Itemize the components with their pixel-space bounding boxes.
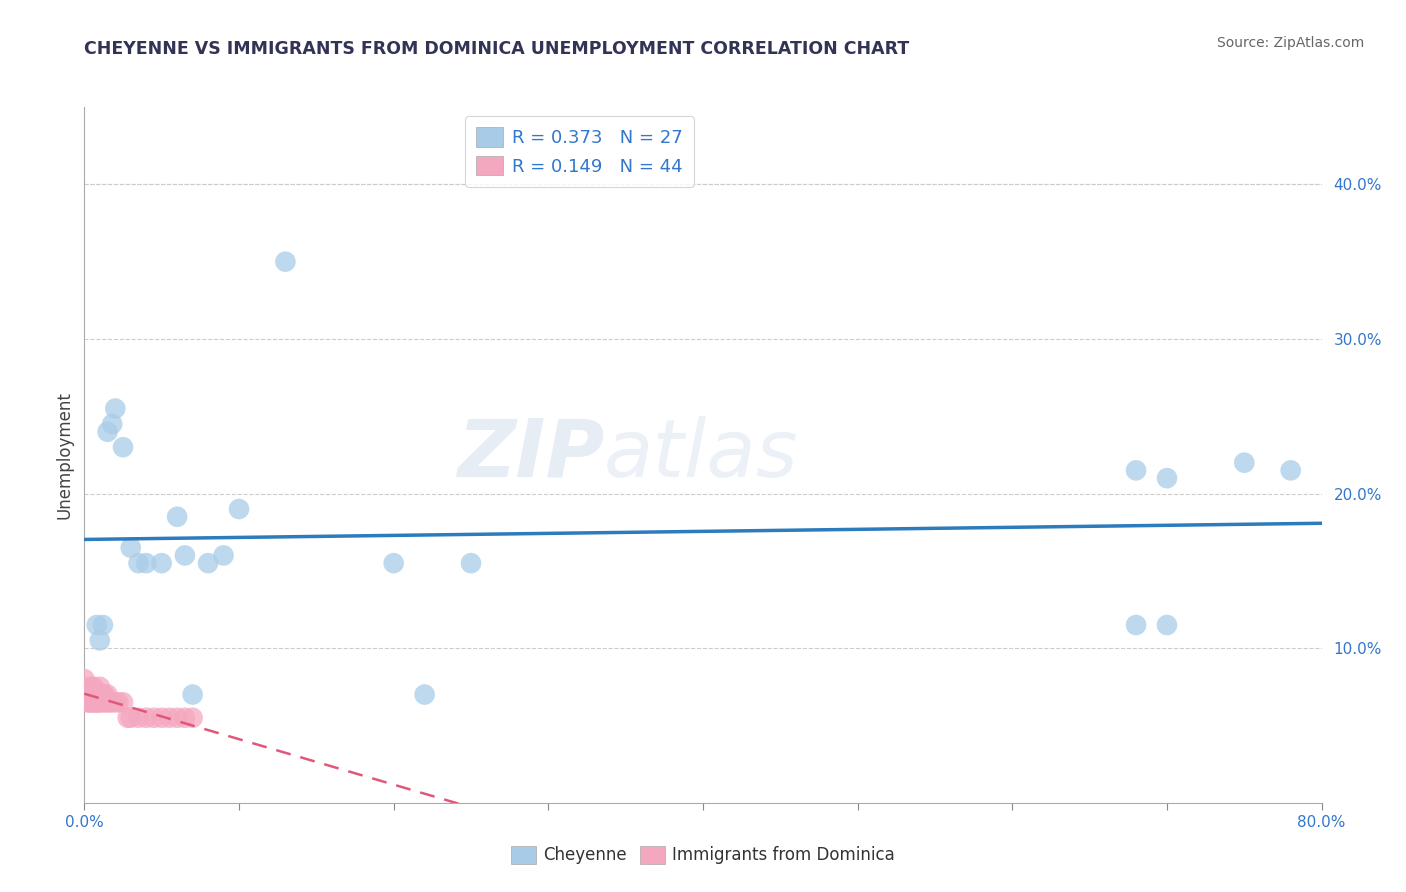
Point <box>77 688 100 702</box>
Point <box>84 688 107 702</box>
Text: Source: ZipAtlas.com: Source: ZipAtlas.com <box>1216 36 1364 50</box>
Text: CHEYENNE VS IMMIGRANTS FROM DOMINICA UNEMPLOYMENT CORRELATION CHART: CHEYENNE VS IMMIGRANTS FROM DOMINICA UNE… <box>84 40 910 58</box>
Point <box>76 688 98 702</box>
Point <box>128 711 150 725</box>
Point <box>274 254 297 268</box>
Point <box>86 695 108 709</box>
Point <box>128 556 150 570</box>
Point <box>101 417 124 431</box>
Point <box>135 711 157 725</box>
Point <box>159 711 181 725</box>
Point <box>76 695 98 709</box>
Point <box>97 425 120 439</box>
Text: atlas: atlas <box>605 416 799 494</box>
Point <box>86 618 108 632</box>
Point <box>101 695 124 709</box>
Point <box>1233 456 1256 470</box>
Point <box>89 688 111 702</box>
Point <box>73 688 96 702</box>
Point <box>1125 618 1147 632</box>
Legend: Cheyenne, Immigrants from Dominica: Cheyenne, Immigrants from Dominica <box>505 839 901 871</box>
Point <box>460 556 482 570</box>
Point <box>89 680 111 694</box>
Point <box>382 556 405 570</box>
Point <box>98 695 121 709</box>
Point <box>181 711 204 725</box>
Point <box>73 672 96 686</box>
Point <box>83 688 105 702</box>
Point <box>120 541 142 555</box>
Point <box>120 711 142 725</box>
Point <box>1156 618 1178 632</box>
Point <box>89 695 111 709</box>
Point <box>77 695 100 709</box>
Point <box>166 509 188 524</box>
Point <box>82 688 104 702</box>
Point <box>107 695 129 709</box>
Point <box>1279 463 1302 477</box>
Point <box>117 711 139 725</box>
Y-axis label: Unemployment: Unemployment <box>55 391 73 519</box>
Point <box>91 618 114 632</box>
Point <box>135 556 157 570</box>
Point <box>174 711 197 725</box>
Point <box>97 695 120 709</box>
Point <box>79 688 101 702</box>
Point <box>93 688 115 702</box>
Text: ZIP: ZIP <box>457 416 605 494</box>
Point <box>166 711 188 725</box>
Point <box>112 695 135 709</box>
Point <box>89 633 111 648</box>
Point <box>197 556 219 570</box>
Point <box>79 695 101 709</box>
Point <box>150 711 173 725</box>
Point <box>104 695 127 709</box>
Point <box>91 695 114 709</box>
Point <box>97 688 120 702</box>
Point <box>212 549 235 563</box>
Point <box>87 695 110 709</box>
Point <box>91 688 114 702</box>
Point <box>1156 471 1178 485</box>
Point <box>228 502 250 516</box>
Point <box>82 680 104 694</box>
Point <box>112 440 135 454</box>
Point <box>174 549 197 563</box>
Point <box>93 695 115 709</box>
Point <box>104 401 127 416</box>
Point <box>82 695 104 709</box>
Point <box>86 688 108 702</box>
Point <box>143 711 166 725</box>
Point <box>83 695 105 709</box>
Point <box>1125 463 1147 477</box>
Point <box>150 556 173 570</box>
Point <box>83 680 105 694</box>
Point <box>73 680 96 694</box>
Point <box>84 695 107 709</box>
Point <box>181 688 204 702</box>
Point <box>413 688 436 702</box>
